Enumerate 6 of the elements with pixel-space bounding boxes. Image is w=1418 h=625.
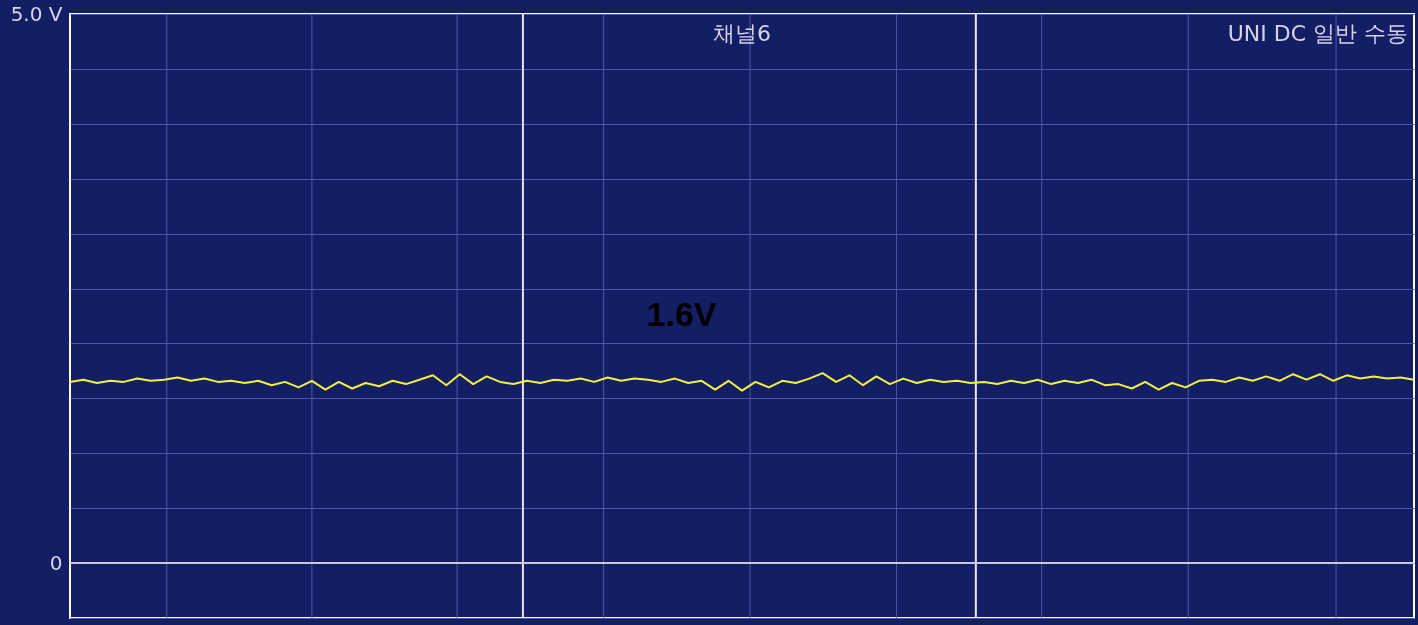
y-tick-label: 5.0 V (10, 1, 63, 26)
y-tick-label: 0 (49, 550, 63, 575)
chart-title: 채널6 (713, 21, 771, 46)
annotation: UNI DC 일반 수동 (1227, 21, 1408, 46)
annotation: 1.6V (646, 295, 717, 333)
line-series (69, 372, 1415, 392)
